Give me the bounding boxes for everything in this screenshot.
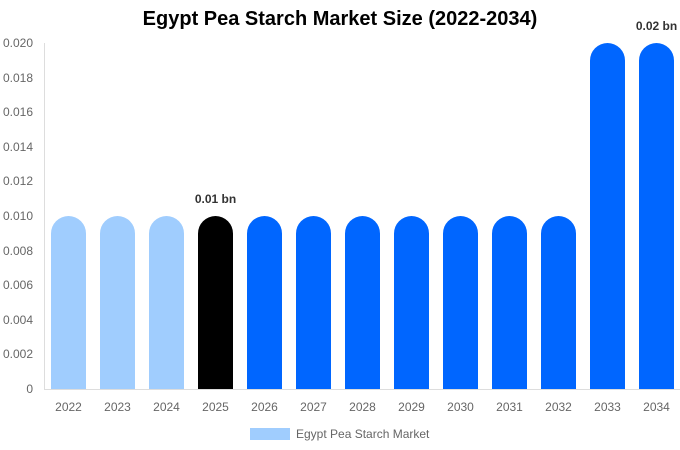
data-label: 0.01 bn — [194, 192, 237, 206]
y-tick-label: 0.012 — [2, 174, 33, 189]
bar-2032[interactable] — [541, 216, 576, 389]
x-tick-label: 2022 — [55, 400, 82, 414]
y-tick-label: 0.020 — [2, 36, 33, 50]
y-tick-label: 0 — [26, 382, 33, 396]
bar-2023[interactable] — [100, 216, 135, 389]
x-tick-label: 2032 — [545, 400, 572, 414]
legend-label: Egypt Pea Starch Market — [296, 427, 430, 441]
y-axis-line — [44, 43, 45, 389]
y-tick-label: 0.010 — [2, 209, 33, 223]
x-axis-line — [44, 389, 680, 390]
x-tick-label: 2026 — [251, 400, 278, 414]
chart-title: Egypt Pea Starch Market Size (2022-2034) — [142, 8, 538, 30]
bar-2026[interactable] — [247, 216, 282, 389]
x-tick-label: 2023 — [104, 400, 131, 414]
y-tick-label: 0.004 — [2, 312, 33, 327]
bar-2030[interactable] — [443, 216, 478, 389]
bar-2025[interactable] — [198, 216, 233, 389]
x-tick-label: 2030 — [447, 400, 474, 414]
bar-2033[interactable] — [590, 43, 625, 389]
bar-2022[interactable] — [51, 216, 86, 389]
x-tick-label: 2024 — [153, 400, 180, 414]
y-tick-label: 0.014 — [2, 139, 33, 154]
x-tick-label: 2029 — [398, 400, 425, 414]
y-tick-label: 0.018 — [2, 70, 33, 85]
bar-2031[interactable] — [492, 216, 527, 389]
bar-2029[interactable] — [394, 216, 429, 389]
x-tick-label: 2033 — [594, 400, 621, 414]
bar-2028[interactable] — [345, 216, 380, 389]
x-tick-label: 2028 — [349, 400, 376, 414]
x-tick-label: 2025 — [202, 400, 229, 414]
y-tick-label: 0.008 — [2, 243, 33, 258]
legend[interactable]: Egypt Pea Starch Market — [250, 427, 429, 441]
legend-swatch — [250, 428, 290, 440]
x-tick-label: 2031 — [496, 400, 523, 414]
bar-2027[interactable] — [296, 216, 331, 389]
y-tick-label: 0.016 — [2, 105, 33, 120]
bar-2024[interactable] — [149, 216, 184, 389]
x-tick-label: 2034 — [643, 400, 670, 414]
data-label: 0.02 bn — [635, 19, 678, 33]
y-tick-label: 0.002 — [2, 347, 33, 362]
bar-2034[interactable] — [639, 43, 674, 389]
x-tick-label: 2027 — [300, 400, 327, 414]
y-tick-label: 0.006 — [2, 278, 33, 293]
